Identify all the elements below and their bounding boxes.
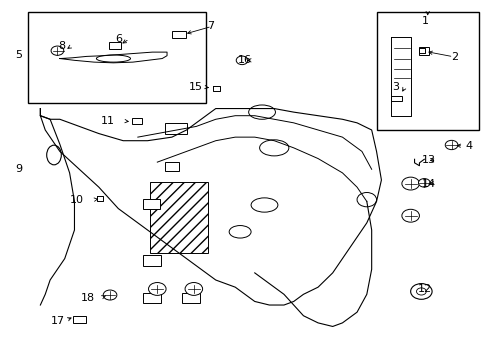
Circle shape: [51, 46, 64, 55]
Text: 12: 12: [418, 284, 432, 294]
Circle shape: [236, 56, 248, 64]
Text: 13: 13: [422, 156, 436, 165]
Bar: [143, 293, 161, 303]
Ellipse shape: [260, 140, 289, 156]
Circle shape: [411, 284, 432, 299]
Bar: [143, 199, 160, 208]
Text: 8: 8: [59, 41, 66, 51]
Text: 15: 15: [189, 82, 203, 92]
Text: 14: 14: [422, 179, 436, 189]
Text: 18: 18: [81, 293, 95, 303]
Text: 2: 2: [451, 52, 458, 62]
Bar: [109, 42, 121, 49]
Ellipse shape: [229, 226, 251, 238]
Bar: [376, 12, 479, 130]
Circle shape: [416, 288, 426, 295]
Bar: [74, 316, 86, 323]
Text: 10: 10: [70, 195, 84, 204]
Circle shape: [402, 209, 419, 222]
Circle shape: [445, 140, 458, 150]
Bar: [172, 31, 186, 38]
Ellipse shape: [97, 55, 130, 62]
Bar: [165, 123, 187, 134]
Ellipse shape: [357, 193, 376, 207]
Text: 9: 9: [15, 164, 22, 174]
Circle shape: [418, 179, 430, 187]
Bar: [28, 12, 206, 103]
Text: 17: 17: [50, 316, 65, 326]
Circle shape: [148, 283, 166, 296]
Ellipse shape: [47, 145, 61, 165]
Bar: [391, 96, 402, 102]
Text: 4: 4: [466, 141, 473, 151]
Text: 16: 16: [238, 55, 252, 65]
Text: 11: 11: [100, 116, 115, 126]
Bar: [143, 255, 161, 266]
Bar: [165, 162, 179, 171]
Ellipse shape: [251, 198, 278, 212]
Ellipse shape: [248, 105, 275, 119]
Text: 6: 6: [115, 34, 122, 44]
Bar: [182, 293, 200, 303]
Bar: [150, 182, 208, 253]
Bar: [132, 118, 142, 123]
Circle shape: [185, 283, 202, 296]
Text: 1: 1: [422, 16, 429, 26]
Text: 3: 3: [392, 82, 399, 92]
Text: 7: 7: [207, 21, 215, 31]
Circle shape: [103, 290, 117, 300]
Text: 5: 5: [15, 50, 22, 60]
Circle shape: [402, 177, 419, 190]
Bar: [419, 47, 429, 55]
